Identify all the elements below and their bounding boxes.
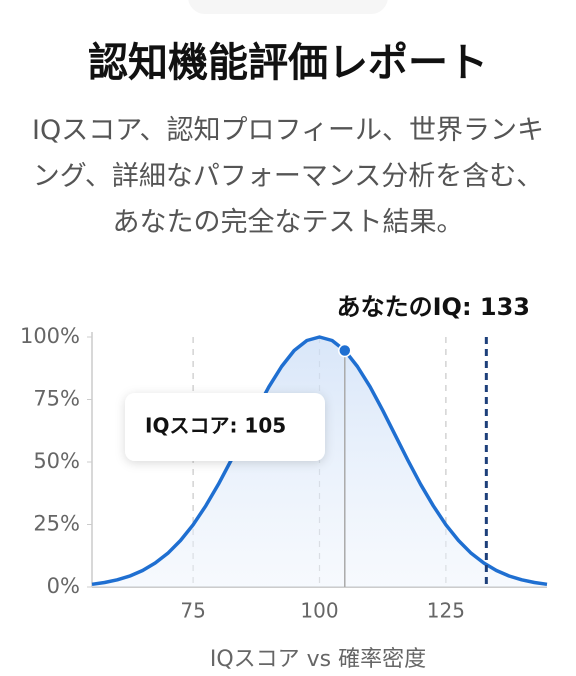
area <box>92 337 547 587</box>
top-pill <box>188 0 388 14</box>
highlight-point <box>338 343 352 358</box>
x-axis-label: IQスコア vs 確率密度 <box>210 647 426 672</box>
x-tick-label: 75 <box>180 599 205 623</box>
line <box>91 335 548 587</box>
y-tick-label: 0% <box>47 574 80 598</box>
description: IQスコア、認知プロフィール、世界ランキング、詳細なパフォーマンス分析を含む、あ… <box>32 115 544 238</box>
marker-label: あなたのIQ: 133 <box>337 293 530 321</box>
y-tick-label: 50% <box>33 449 80 473</box>
y-tick-label: 100% <box>20 324 80 348</box>
x-tick-label: 125 <box>427 599 465 623</box>
tooltip-label: IQスコア: 105 <box>145 414 286 438</box>
page-title: 認知機能評価レポート <box>88 40 488 86</box>
y-tick-label: 25% <box>33 512 80 536</box>
x-tick-label: 100 <box>300 599 338 623</box>
tooltip <box>125 393 325 461</box>
y-tick-label: 75% <box>33 387 80 411</box>
